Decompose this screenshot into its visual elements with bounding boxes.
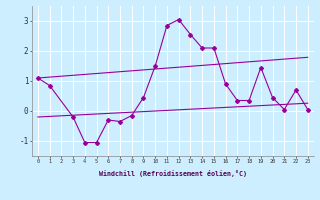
X-axis label: Windchill (Refroidissement éolien,°C): Windchill (Refroidissement éolien,°C) — [99, 170, 247, 177]
